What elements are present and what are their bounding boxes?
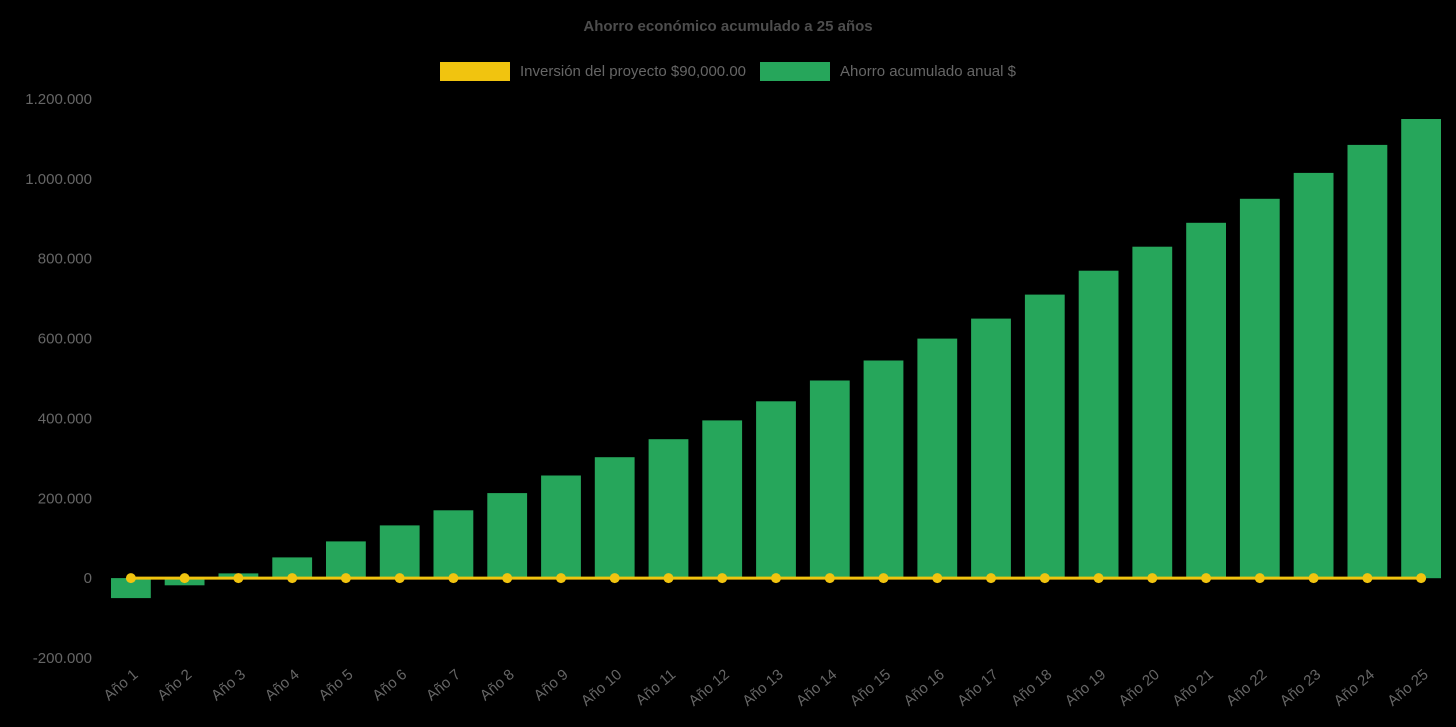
investment-line-marker — [717, 573, 728, 584]
bar-año-5 — [326, 541, 366, 579]
investment-line-marker — [233, 573, 244, 584]
x-tick-label: Año 12 — [685, 666, 732, 710]
investment-line-marker — [1362, 573, 1373, 584]
investment-line-marker — [287, 573, 298, 584]
investment-legend-swatch — [440, 62, 511, 81]
bar-año-11 — [648, 439, 689, 579]
investment-line-marker — [1254, 573, 1265, 584]
x-tick-label: Año 15 — [847, 666, 894, 710]
investment-line-marker — [932, 573, 943, 584]
investment-line-marker — [179, 573, 190, 584]
investment-line-marker — [448, 573, 459, 584]
investment-line-marker — [556, 573, 566, 584]
bar-año-8 — [487, 493, 528, 579]
y-tick-label: 400.000 — [38, 410, 92, 427]
x-tick-label: Año 22 — [1223, 666, 1270, 710]
bar-año-14 — [809, 380, 850, 579]
investment-line-marker — [986, 573, 996, 584]
savings-legend-swatch — [760, 62, 831, 81]
bar-año-22 — [1239, 198, 1280, 579]
x-tick-label: Año 20 — [1116, 666, 1163, 710]
investment-line-marker — [663, 573, 674, 584]
bar-año-15 — [863, 360, 904, 579]
investment-line-marker — [1093, 573, 1104, 584]
bar-año-20 — [1132, 246, 1173, 579]
bar-año-9 — [541, 475, 581, 579]
bar-año-17 — [971, 318, 1011, 579]
investment-line-marker — [878, 573, 889, 584]
legend: Inversión del proyecto $90,000.00 Ahorro… — [0, 62, 1456, 81]
bar-año-6 — [379, 525, 420, 579]
investment-line-marker — [1308, 573, 1319, 584]
bar-año-24 — [1347, 144, 1388, 579]
x-tick-label: Año 19 — [1062, 666, 1109, 710]
investment-line-marker — [394, 573, 405, 584]
x-tick-label: Año 13 — [739, 666, 786, 710]
x-tick-label: Año 8 — [477, 666, 518, 704]
y-tick-label: 0 — [84, 570, 92, 587]
bar-año-1 — [111, 578, 151, 599]
x-tick-label: Año 18 — [1008, 666, 1055, 710]
legend-item-savings[interactable]: Ahorro acumulado anual $ — [760, 62, 1016, 81]
savings-legend-label: Ahorro acumulado anual $ — [840, 63, 1016, 80]
y-tick-label: 1.000.000 — [25, 171, 92, 188]
investment-line-marker — [340, 573, 351, 584]
x-tick-label: Año 2 — [154, 666, 195, 704]
bar-año-21 — [1186, 222, 1226, 579]
x-tick-label: Año 23 — [1277, 666, 1324, 710]
x-tick-label: Año 11 — [633, 666, 680, 709]
x-tick-label: Año 24 — [1331, 666, 1378, 710]
investment-line-marker — [1039, 573, 1050, 584]
y-tick-label: 800.000 — [38, 251, 92, 268]
x-tick-label: Año 21 — [1169, 666, 1216, 710]
legend-item-investment[interactable]: Inversión del proyecto $90,000.00 — [440, 62, 746, 81]
x-tick-label: Año 16 — [901, 666, 948, 710]
x-tick-label: Año 10 — [578, 666, 625, 710]
investment-line-marker — [824, 573, 835, 584]
bar-año-7 — [433, 510, 474, 579]
x-tick-label: Año 25 — [1384, 666, 1431, 710]
bar-año-16 — [917, 338, 958, 579]
bar-año-18 — [1024, 294, 1065, 579]
investment-line-marker — [1416, 573, 1427, 584]
investment-line-marker — [771, 573, 781, 584]
y-tick-label: 1.200.000 — [25, 91, 92, 108]
investment-line-marker — [502, 573, 513, 584]
investment-line-marker — [1147, 573, 1158, 584]
chart-title: Ahorro económico acumulado a 25 años — [583, 18, 873, 35]
bar-año-13 — [756, 401, 796, 579]
bar-año-23 — [1293, 172, 1334, 579]
y-tick-label: -200.000 — [33, 650, 92, 667]
investment-line-marker — [125, 573, 136, 584]
x-tick-label: Año 9 — [531, 666, 572, 704]
investment-legend-label: Inversión del proyecto $90,000.00 — [520, 63, 747, 80]
bar-año-12 — [702, 420, 743, 579]
x-tick-label: Año 6 — [369, 666, 410, 704]
y-tick-label: 600.000 — [38, 331, 92, 348]
x-tick-label: Año 4 — [262, 666, 303, 704]
investment-line-marker — [1201, 573, 1212, 584]
bar-año-10 — [594, 457, 635, 579]
bar-año-4 — [272, 557, 313, 579]
x-tick-label: Año 3 — [208, 666, 249, 704]
x-tick-label: Año 14 — [793, 666, 840, 710]
x-tick-label: Año 1 — [101, 666, 142, 704]
bar-año-25 — [1401, 119, 1441, 579]
investment-line-marker — [609, 573, 620, 584]
x-tick-label: Año 7 — [423, 666, 464, 704]
y-tick-label: 200.000 — [38, 490, 92, 507]
x-tick-label: Año 5 — [316, 666, 357, 704]
x-tick-label: Año 17 — [954, 666, 1001, 710]
bar-año-19 — [1078, 270, 1119, 579]
